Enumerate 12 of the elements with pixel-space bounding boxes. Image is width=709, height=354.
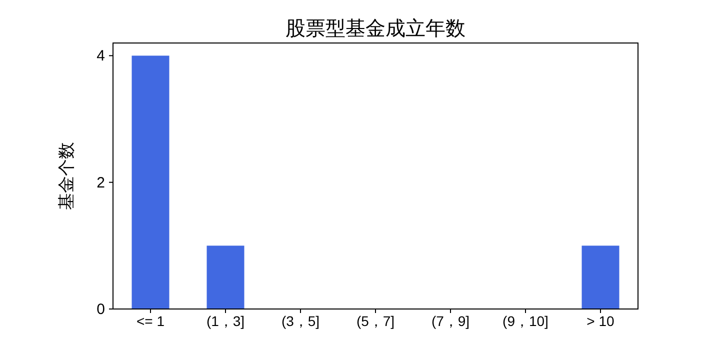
x-tick-label: (3，5]	[281, 313, 320, 329]
x-tick-label: (9，10]	[502, 313, 548, 329]
x-tick-label: <= 1	[136, 313, 165, 329]
y-tick-label: 0	[96, 301, 105, 318]
x-tick-label: (7，9]	[431, 313, 470, 329]
chart-title: 股票型基金成立年数	[286, 18, 466, 40]
y-axis-title: 基金个数	[57, 142, 76, 210]
x-tick-label: (1，3]	[206, 313, 245, 329]
y-tick-label: 4	[96, 48, 105, 65]
x-tick-label: > 10	[586, 313, 615, 329]
x-tick-label: (5，7]	[356, 313, 395, 329]
y-tick-label: 2	[96, 174, 105, 192]
